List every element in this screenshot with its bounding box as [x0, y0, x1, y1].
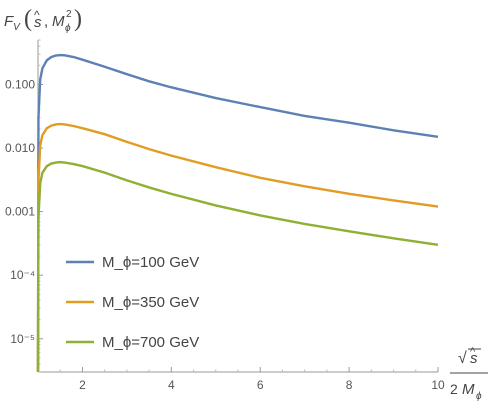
x-tick-label: 2: [79, 378, 86, 392]
x-tick-label: 8: [346, 378, 353, 392]
svg-text:2: 2: [66, 9, 72, 20]
series-line-2: [36, 160, 439, 373]
legend: M_ϕ=100 GeV M_ϕ=350 GeV M_ϕ=700 GeV: [66, 254, 199, 351]
svg-text:^: ^: [34, 8, 40, 22]
axes: 2 4 6 8 10 10⁻⁵ 10⁻⁴ 0.001 0.010 0.100: [5, 39, 445, 392]
series-lines: [36, 53, 439, 373]
svg-text:^: ^: [470, 346, 476, 358]
svg-text:M: M: [462, 381, 475, 398]
x-tick-label: 10: [431, 378, 445, 392]
svg-text:M: M: [52, 13, 65, 30]
y-tick-label: 10⁻⁴: [10, 268, 35, 282]
x-axis-title: √ s ^ 2 M ϕ: [450, 346, 488, 402]
legend-label-2: M_ϕ=700 GeV: [102, 334, 199, 351]
x-tick-label: 4: [168, 378, 175, 392]
y-tick-label: 0.001: [5, 205, 35, 219]
y-tick-label: 10⁻⁵: [10, 332, 35, 346]
series-line-1: [36, 122, 439, 373]
svg-text:,: ,: [44, 13, 48, 30]
svg-text:2: 2: [450, 381, 458, 397]
svg-text:ϕ: ϕ: [65, 23, 71, 34]
y-tick-label: 0.010: [5, 141, 35, 155]
svg-text:FV: FV: [4, 13, 21, 33]
y-axis-title: FV ( s ^ , M ϕ 2 ): [4, 6, 82, 34]
x-tick-label: 6: [257, 378, 264, 392]
legend-label-1: M_ϕ=350 GeV: [102, 294, 199, 311]
svg-text:√: √: [458, 350, 467, 367]
svg-text:s: s: [470, 350, 478, 367]
series-line-0: [36, 53, 439, 373]
legend-label-0: M_ϕ=100 GeV: [102, 254, 199, 271]
svg-text:ϕ: ϕ: [476, 391, 482, 402]
svg-text:(: (: [24, 6, 32, 32]
svg-text:): ): [74, 6, 82, 32]
svg-text:s: s: [34, 14, 42, 31]
y-tick-label: 0.100: [5, 77, 35, 91]
